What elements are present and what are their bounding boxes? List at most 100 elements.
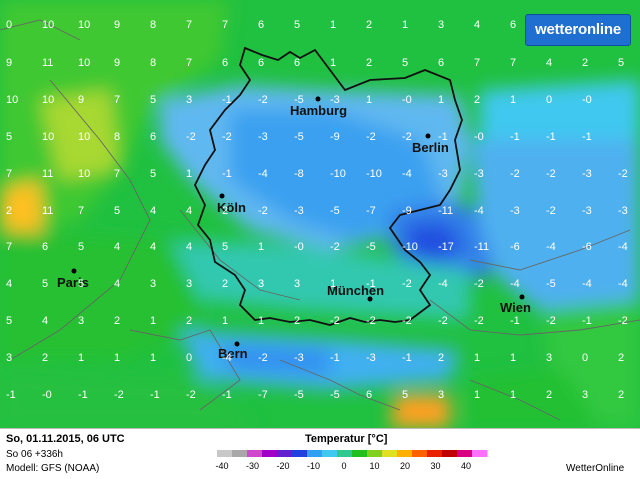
- temperature-value: 2: [42, 352, 48, 364]
- temperature-value: 4: [42, 315, 48, 327]
- legend-tick-label: 20: [400, 461, 410, 471]
- temperature-value: -7: [366, 205, 376, 217]
- temperature-value: -1: [582, 315, 592, 327]
- temperature-value: 10: [42, 131, 54, 143]
- temperature-value: 3: [438, 19, 444, 31]
- legend-tick-label: 0: [341, 461, 346, 471]
- temperature-value: -10: [366, 168, 382, 180]
- temperature-value: 5: [618, 57, 624, 69]
- temperature-value: -5: [294, 94, 304, 106]
- temperature-value: -2: [546, 315, 556, 327]
- temperature-value: 9: [114, 19, 120, 31]
- city-dot: [519, 294, 525, 300]
- city-label-paris[interactable]: Paris: [57, 275, 89, 290]
- temperature-value: -2: [114, 389, 124, 401]
- temperature-value: -2: [618, 168, 628, 180]
- temperature-value: 3: [438, 389, 444, 401]
- temperature-value: 1: [150, 352, 156, 364]
- legend-swatch: [412, 450, 428, 457]
- temperature-value: 2: [222, 278, 228, 290]
- city-label-münchen[interactable]: München: [327, 283, 384, 298]
- temperature-value: -2: [402, 278, 412, 290]
- temperature-value: -2: [258, 352, 268, 364]
- legend-tick-label: 40: [461, 461, 471, 471]
- temperature-value: 1: [510, 352, 516, 364]
- temperature-value: -7: [258, 389, 268, 401]
- temperature-value: 2: [618, 352, 624, 364]
- temperature-value: 6: [150, 131, 156, 143]
- legend-swatch: [277, 450, 293, 457]
- temperature-value: -2: [402, 131, 412, 143]
- temperature-value: -2: [222, 131, 232, 143]
- temperature-value: 2: [546, 389, 552, 401]
- temperature-value: -1: [330, 352, 340, 364]
- temperature-value: -2: [546, 168, 556, 180]
- temperature-value: -3: [474, 168, 484, 180]
- temperature-value: 6: [258, 57, 264, 69]
- city-label-köln[interactable]: Köln: [217, 200, 246, 215]
- temperature-value: -0: [582, 94, 592, 106]
- temperature-value: 7: [186, 57, 192, 69]
- temperature-value: -4: [618, 278, 628, 290]
- temperature-value: -9: [330, 131, 340, 143]
- temperature-value: 2: [186, 315, 192, 327]
- temperature-value: 7: [186, 19, 192, 31]
- legend-swatch: [262, 450, 278, 457]
- legend-swatch: [427, 450, 443, 457]
- temperature-value: -9: [402, 205, 412, 217]
- temperature-value: -0: [294, 241, 304, 253]
- city-dot: [315, 96, 321, 102]
- legend-swatch: [232, 450, 248, 457]
- temperature-value: -4: [474, 205, 484, 217]
- germany-border: [193, 46, 463, 326]
- temperature-value: 6: [258, 19, 264, 31]
- temperature-value: -2: [186, 131, 196, 143]
- temperature-value: 1: [474, 352, 480, 364]
- temperature-value: -3: [294, 205, 304, 217]
- temperature-value: 2: [366, 19, 372, 31]
- legend-swatch: [337, 450, 353, 457]
- temperature-value: -3: [330, 94, 340, 106]
- temperature-value: -1: [222, 168, 232, 180]
- temperature-value: 11: [42, 168, 53, 180]
- temperature-values: 0101098776512134685911109876661256774251…: [6, 19, 628, 401]
- temperature-value: -1: [222, 389, 232, 401]
- temperature-value: -3: [582, 205, 592, 217]
- temperature-value: 4: [474, 19, 480, 31]
- temperature-value: -2: [366, 315, 376, 327]
- temperature-value: 10: [78, 168, 90, 180]
- temperature-value: -2: [402, 315, 412, 327]
- temperature-value: 8: [150, 19, 156, 31]
- temperature-value: 8: [114, 131, 120, 143]
- city-label-bern[interactable]: Bern: [218, 346, 248, 361]
- temperature-value: -1: [546, 131, 556, 143]
- legend-tick-label: -30: [246, 461, 259, 471]
- temperature-value: 1: [114, 352, 120, 364]
- wetteronline-logo[interactable]: wetteronline: [525, 14, 631, 46]
- legend-swatch: [322, 450, 338, 457]
- city-label-wien[interactable]: Wien: [500, 300, 531, 315]
- temperature-value: 5: [42, 278, 48, 290]
- city-label-berlin[interactable]: Berlin: [412, 140, 449, 155]
- city-label-hamburg[interactable]: Hamburg: [290, 103, 347, 118]
- country-borders: [0, 19, 640, 421]
- temperature-value: 4: [114, 241, 120, 253]
- temperature-value: 4: [6, 278, 12, 290]
- temperature-value: 2: [6, 205, 12, 217]
- legend-tick-label: 10: [369, 461, 379, 471]
- temperature-value: 2: [438, 352, 444, 364]
- temperature-value: 5: [78, 278, 84, 290]
- temperature-value: 1: [330, 57, 336, 69]
- temperature-value: -17: [438, 241, 454, 253]
- legend-swatch: [247, 450, 263, 457]
- temperature-value: 6: [510, 19, 516, 31]
- temperature-value: 1: [438, 94, 444, 106]
- temperature-value: -10: [402, 241, 418, 253]
- temperature-value: 6: [42, 241, 48, 253]
- temperature-value: -2: [366, 131, 376, 143]
- temperature-value: 1: [402, 19, 408, 31]
- temperature-value: -5: [366, 241, 376, 253]
- temperature-value: 2: [582, 57, 588, 69]
- temperature-value: -1: [222, 94, 232, 106]
- temperature-value: -0: [402, 94, 412, 106]
